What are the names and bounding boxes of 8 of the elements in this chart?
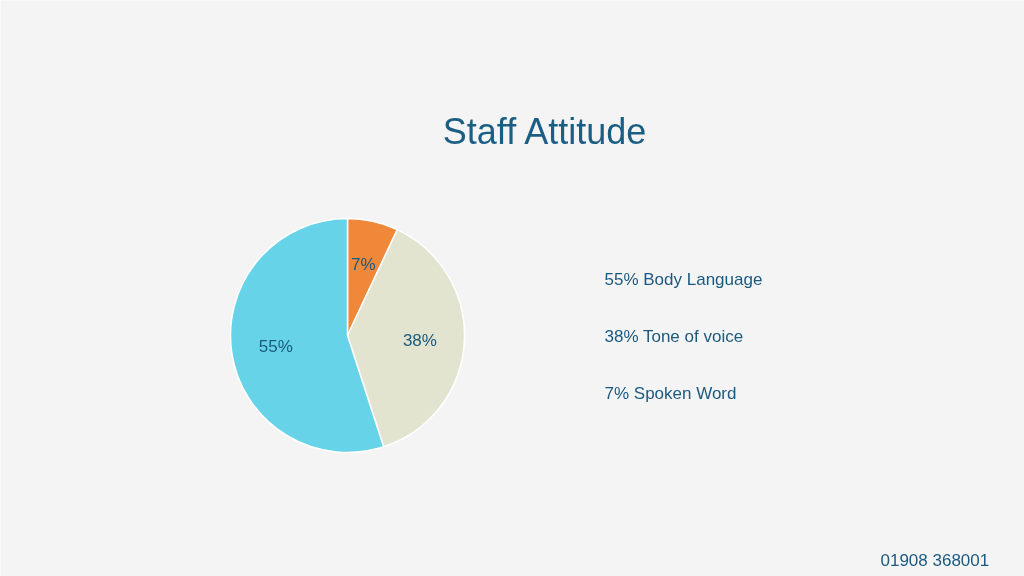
text: Staff Attitude [442, 111, 647, 152]
text: 38% Tone of voice [604, 327, 744, 346]
text: 01908 368001 [880, 551, 990, 570]
data-label: 55% [258, 337, 293, 357]
data-label: 38% [402, 330, 437, 350]
data-label: 7% [351, 255, 376, 275]
text: 7% Spoken Word [604, 384, 737, 403]
text: 55% Body Language [604, 270, 763, 289]
